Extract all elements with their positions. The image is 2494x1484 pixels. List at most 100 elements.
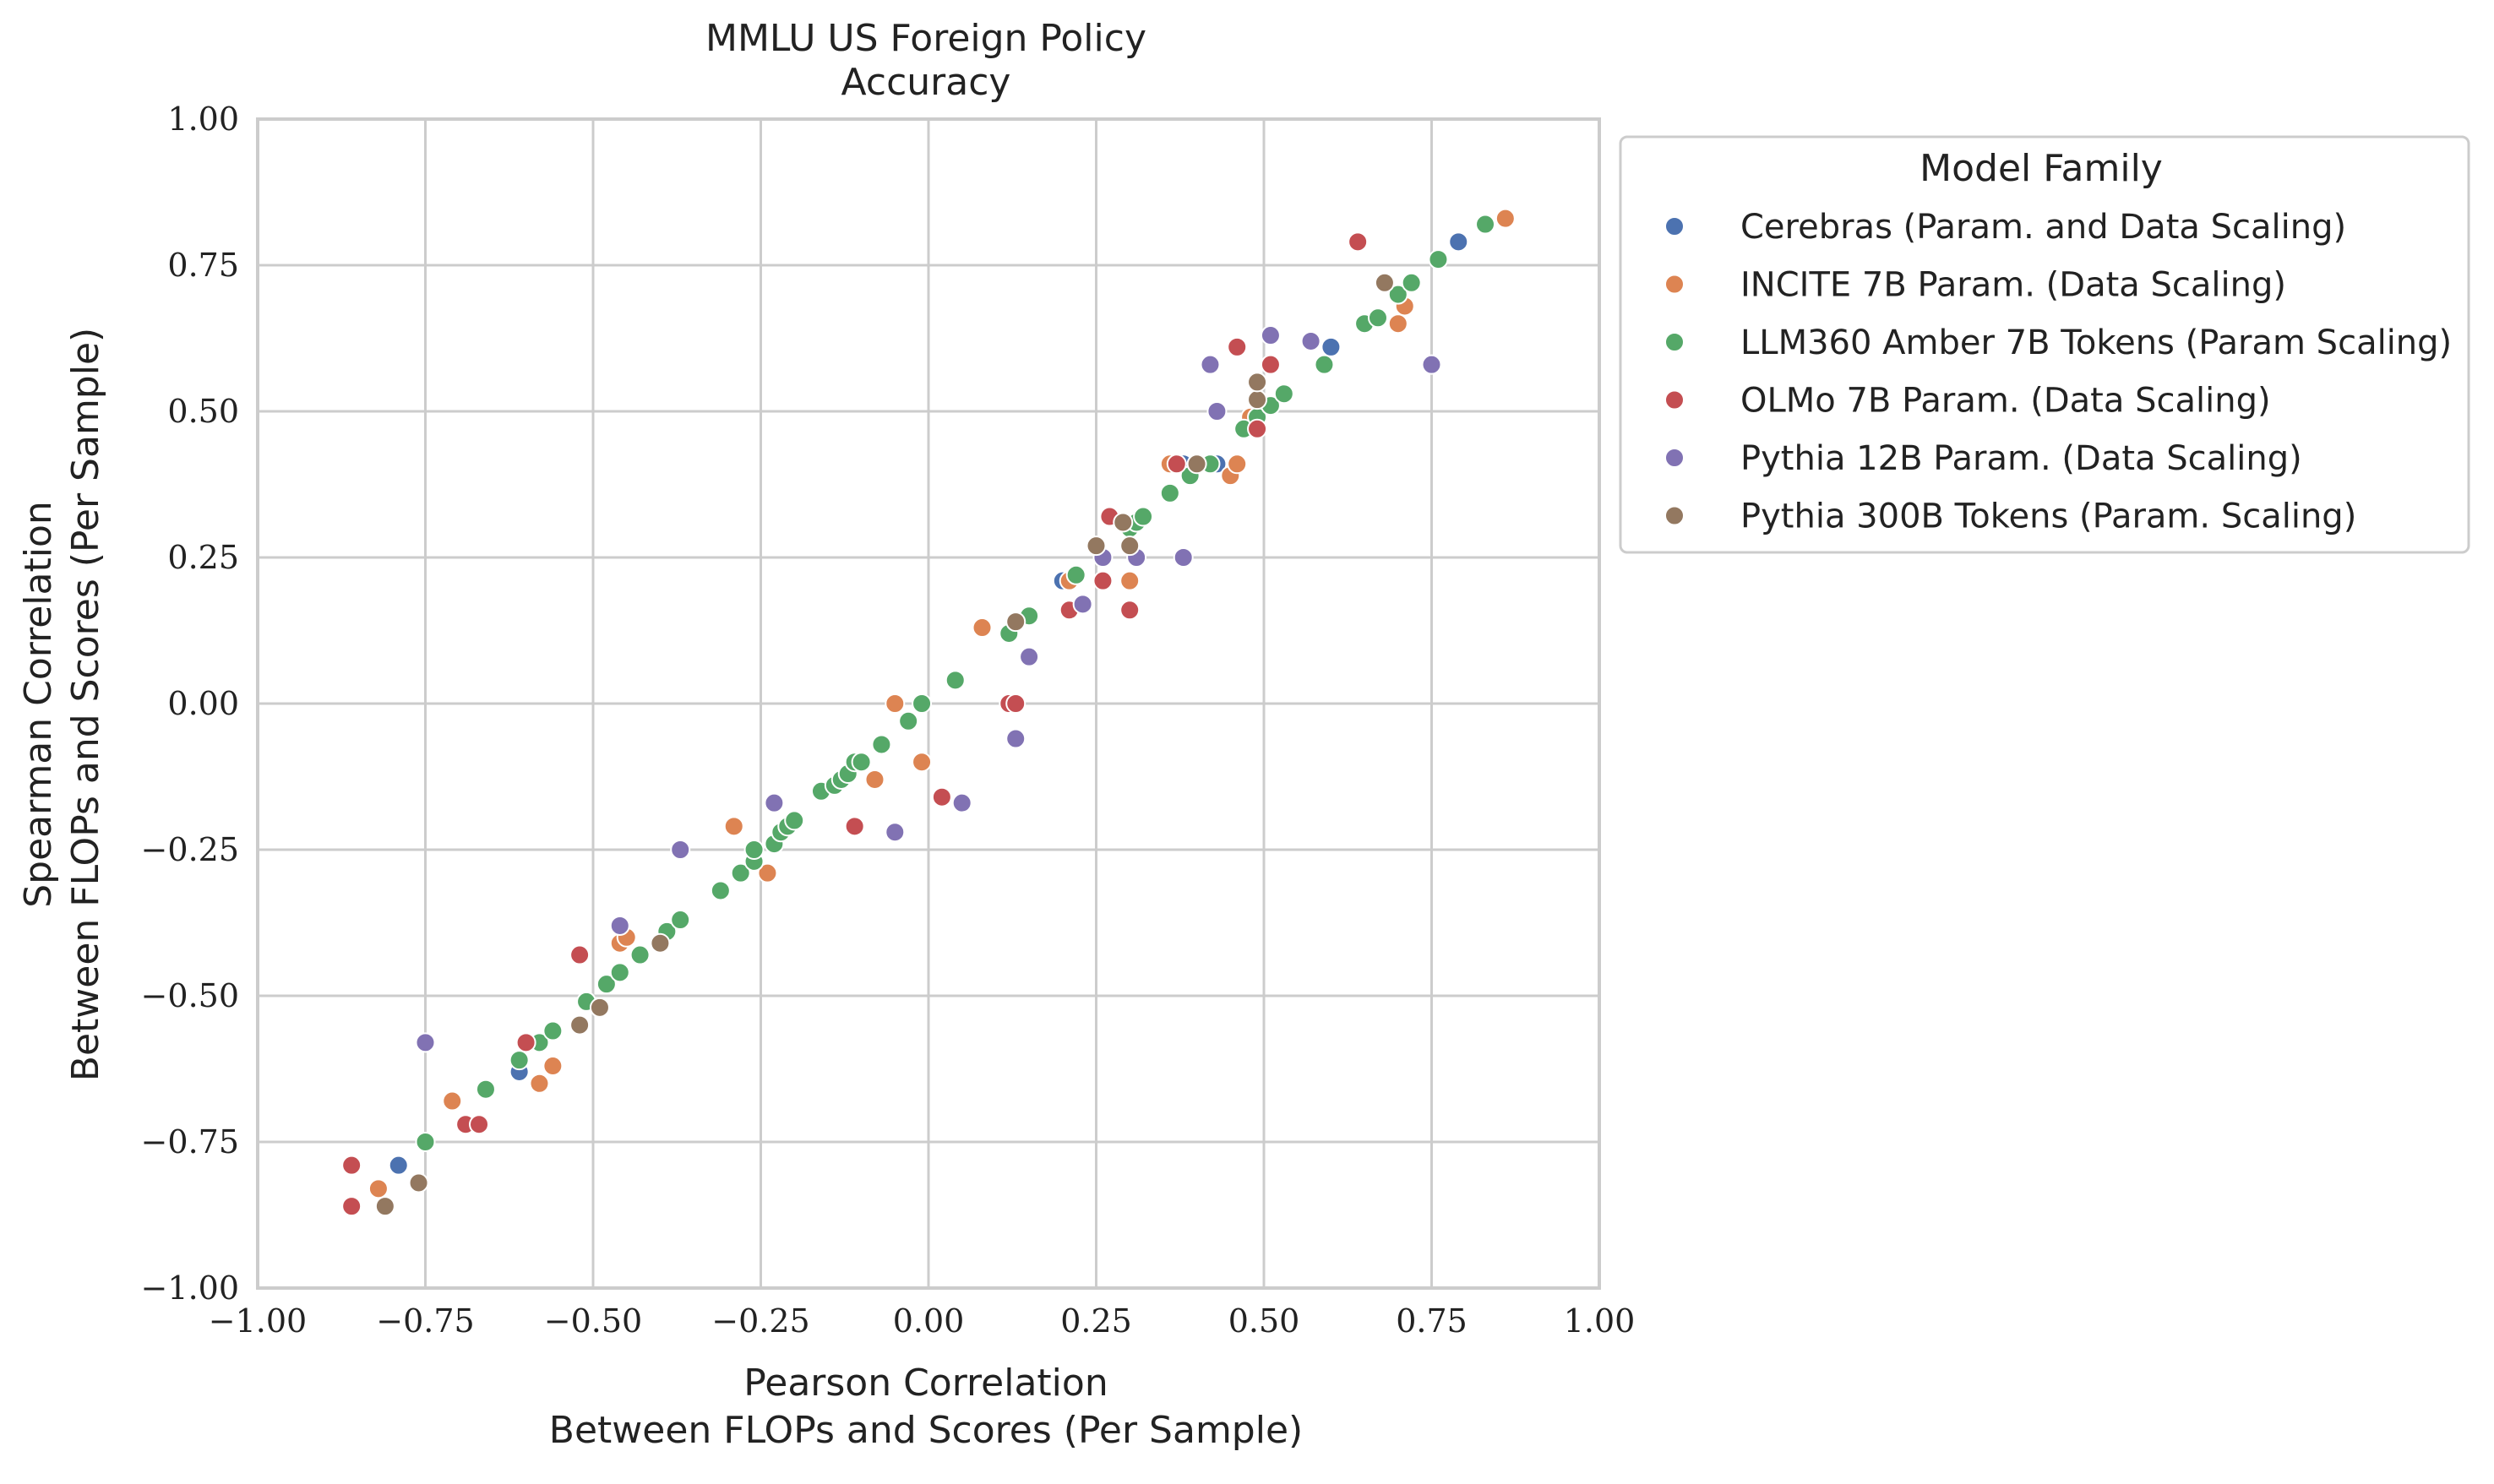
legend-marker (1664, 216, 1685, 236)
data-point (1005, 728, 1026, 749)
data-point (1227, 454, 1248, 475)
data-point (374, 1196, 395, 1217)
data-point (368, 1178, 389, 1199)
data-point (1348, 231, 1369, 253)
data-point (885, 693, 906, 714)
data-point (951, 792, 972, 813)
data-point (1005, 612, 1026, 633)
data-point (871, 734, 892, 755)
data-point (1260, 354, 1281, 375)
data-point (710, 880, 731, 901)
legend-label: LLM360 Amber 7B Tokens (Param Scaling) (1740, 323, 2452, 362)
data-point (743, 840, 765, 860)
data-point (912, 693, 933, 714)
y-tick-label: 1.00 (167, 101, 239, 138)
data-point (609, 962, 630, 983)
y-tick-label: 0.00 (167, 685, 239, 722)
data-point (1186, 454, 1207, 475)
data-point (1227, 336, 1248, 357)
data-point (1374, 272, 1395, 293)
data-point (515, 1032, 536, 1053)
data-point (1367, 307, 1388, 329)
x-tick-label: 1.00 (1564, 1302, 1636, 1340)
data-point (1300, 330, 1321, 351)
data-point (415, 1132, 436, 1152)
data-point (609, 915, 630, 936)
data-point (1019, 646, 1040, 667)
data-point (1314, 354, 1335, 375)
legend-marker (1664, 448, 1685, 468)
legend-box (1619, 135, 2470, 554)
data-point (670, 910, 691, 931)
y-tick-label: −1.00 (141, 1269, 239, 1307)
data-point (1133, 506, 1154, 527)
data-point (1260, 325, 1281, 346)
data-point (1387, 284, 1408, 305)
data-point (1206, 401, 1228, 421)
legend-label: Pythia 12B Param. (Data Scaling) (1740, 439, 2302, 478)
chart-title-line-2: Accuracy (841, 61, 1011, 104)
legend-marker (1664, 389, 1685, 410)
x-tick-label: 0.00 (893, 1302, 965, 1340)
data-point (757, 862, 778, 883)
data-point (898, 710, 919, 731)
data-point (844, 816, 865, 837)
legend-marker (1664, 274, 1685, 295)
y-tick-label: −0.25 (141, 831, 239, 868)
data-point (1495, 208, 1516, 229)
data-point (1092, 570, 1114, 591)
data-point (885, 822, 906, 843)
data-point (1448, 231, 1469, 253)
data-point (569, 944, 591, 965)
x-tick-label: 0.50 (1228, 1302, 1300, 1340)
data-point (1119, 570, 1141, 591)
data-point (589, 997, 610, 1018)
x-axis-label-line-1: Pearson Correlation (743, 1362, 1108, 1405)
data-point (388, 1155, 409, 1176)
tick-labels: −1.00 −0.75 −0.50 −0.25 0.00 0.25 0.50 0.75 1.00… (141, 101, 1636, 1340)
legend-marker (1664, 332, 1685, 352)
data-point (469, 1114, 490, 1135)
data-points (341, 208, 1516, 1217)
data-point (1086, 535, 1107, 557)
data-point (1273, 383, 1294, 405)
data-point (670, 840, 691, 860)
data-point (415, 1032, 436, 1053)
data-point (931, 786, 952, 807)
data-point (1247, 418, 1268, 439)
data-point (972, 617, 993, 639)
data-point (1065, 564, 1086, 585)
x-tick-label: 0.25 (1060, 1302, 1132, 1340)
x-tick-label: −0.50 (544, 1302, 642, 1340)
y-tick-label: 0.25 (167, 539, 239, 576)
legend-label: Pythia 300B Tokens (Param. Scaling) (1740, 497, 2356, 536)
data-point (1200, 354, 1221, 375)
y-axis-label-line-2: Between FLOPs and Scores (Per Sample) (64, 328, 107, 1081)
data-point (1387, 313, 1408, 334)
data-point (1119, 600, 1141, 621)
data-point (341, 1155, 362, 1176)
legend: Model Family Cerebras (Param. and Data S… (1619, 135, 2470, 554)
legend-marker (1664, 505, 1685, 526)
data-point (1247, 389, 1268, 410)
data-point (542, 1056, 564, 1077)
legend-items: Cerebras (Param. and Data Scaling) INCITE… (1664, 208, 2452, 536)
y-tick-label: −0.50 (141, 977, 239, 1014)
data-point (408, 1172, 429, 1193)
y-tick-label: 0.50 (167, 393, 239, 430)
legend-title: Model Family (1920, 147, 2163, 190)
x-tick-label: 0.75 (1396, 1302, 1468, 1340)
data-point (650, 932, 671, 954)
data-point (1113, 512, 1134, 533)
data-point (542, 1020, 564, 1041)
x-axis-label-line-2: Between FLOPs and Scores (Per Sample) (549, 1409, 1303, 1452)
data-point (1005, 693, 1026, 714)
y-tick-label: −0.75 (141, 1123, 239, 1161)
data-point (341, 1196, 362, 1217)
data-point (945, 670, 966, 691)
y-axis-label-line-1: Spearman Correlation (17, 501, 60, 908)
data-point (764, 792, 785, 813)
legend-label: OLMo 7B Param. (Data Scaling) (1740, 382, 2271, 421)
